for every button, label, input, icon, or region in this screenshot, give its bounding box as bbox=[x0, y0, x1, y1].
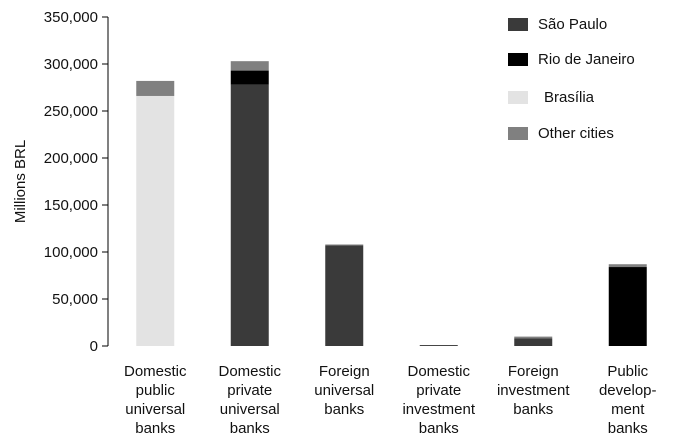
legend-label: Rio de Janeiro bbox=[538, 51, 635, 68]
x-category-label-line: Public bbox=[607, 363, 648, 380]
bar-segment bbox=[608, 264, 647, 268]
x-category-label-line: Foreign bbox=[319, 363, 370, 380]
y-tick-label: 0 bbox=[90, 338, 98, 355]
y-tick-label: 100,000 bbox=[44, 244, 98, 261]
bar-segment bbox=[136, 80, 175, 96]
legend-swatch bbox=[508, 18, 528, 31]
bar-segment bbox=[230, 84, 269, 347]
x-category-label-line: Foreign bbox=[508, 363, 559, 380]
x-category-label-line: investment bbox=[402, 401, 475, 418]
x-category-label: Domestic private investment banks bbox=[402, 363, 475, 437]
x-category-label-line: banks bbox=[513, 401, 553, 418]
bar-segment bbox=[514, 338, 553, 346]
y-tick-label: 250,000 bbox=[44, 103, 98, 120]
x-category-label-line: Domestic bbox=[124, 363, 187, 380]
x-category-label-line: ment bbox=[611, 401, 645, 418]
x-category-label-line: develop- bbox=[599, 382, 657, 399]
x-category-label-line: Domestic bbox=[407, 363, 470, 380]
y-tick-label: 50,000 bbox=[52, 291, 98, 308]
x-category-label-line: public bbox=[136, 382, 176, 399]
x-category-label: Public develop-ment banks bbox=[599, 363, 657, 437]
x-category-label: Foreign investment banks bbox=[497, 363, 570, 418]
y-axis-label: Millions BRL bbox=[12, 140, 29, 223]
legend-swatch bbox=[508, 127, 528, 140]
x-category-label-line: banks bbox=[419, 420, 459, 437]
x-category-label: Domestic private universal banks bbox=[218, 363, 281, 437]
legend-label: São Paulo bbox=[538, 16, 607, 33]
x-category-label-line: banks bbox=[324, 401, 364, 418]
x-category-label-line: banks bbox=[135, 420, 175, 437]
y-tick-label: 150,000 bbox=[44, 197, 98, 214]
bar-segment bbox=[325, 244, 364, 246]
y-tick-label: 300,000 bbox=[44, 56, 98, 73]
x-category-label-line: universal bbox=[314, 382, 374, 399]
x-category-label-line: banks bbox=[230, 420, 270, 437]
bar-segment bbox=[514, 336, 553, 339]
bar-segment bbox=[230, 61, 269, 71]
bar-segment bbox=[230, 70, 269, 85]
x-category-label-line: private bbox=[227, 382, 272, 399]
bar-segment bbox=[419, 345, 458, 346]
bar-segment bbox=[136, 95, 175, 347]
x-category-label-line: banks bbox=[608, 420, 648, 437]
y-tick-label: 200,000 bbox=[44, 150, 98, 167]
x-category-label: Foreign universal banks bbox=[314, 363, 374, 418]
legend-label: Brasília bbox=[544, 89, 595, 106]
legend-label: Other cities bbox=[538, 125, 614, 142]
y-tick-label: 350,000 bbox=[44, 9, 98, 26]
x-category-label-line: universal bbox=[220, 401, 280, 418]
x-category-label-line: universal bbox=[125, 401, 185, 418]
x-category-label-line: private bbox=[416, 382, 461, 399]
x-category-label-line: investment bbox=[497, 382, 570, 399]
x-category-label-line: Domestic bbox=[218, 363, 281, 380]
x-category-label: Domestic public universal banks bbox=[124, 363, 187, 437]
legend-swatch bbox=[508, 91, 528, 104]
bar-segment bbox=[325, 245, 364, 346]
legend-swatch bbox=[508, 53, 528, 66]
bar-segment bbox=[608, 267, 647, 346]
